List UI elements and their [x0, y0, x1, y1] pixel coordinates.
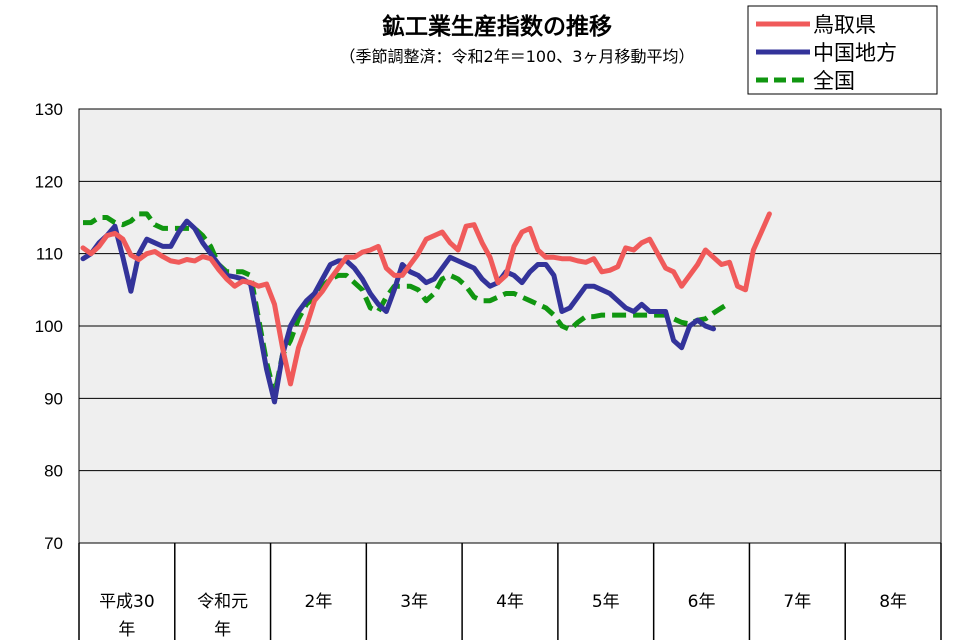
x-category-label: 平成30	[99, 592, 155, 612]
series-line	[83, 211, 731, 398]
y-tick-label: 120	[35, 172, 63, 191]
y-tick-label: 80	[44, 462, 63, 481]
chart-subtitle: （季節調整済：令和2年＝100、3ヶ月移動平均）	[340, 47, 695, 66]
x-category-label: 7年	[783, 592, 811, 612]
y-tick-label: 100	[35, 317, 63, 336]
x-category-label: 6年	[688, 592, 716, 612]
x-category-label: 年	[118, 620, 135, 640]
x-category-label: 年	[214, 620, 231, 640]
y-tick-label: 70	[44, 534, 63, 553]
legend-label: 全国	[813, 69, 855, 93]
y-tick-label: 90	[44, 389, 63, 408]
series-line	[80, 211, 772, 387]
grid-lines	[79, 180, 941, 472]
x-category-label: 令和元	[197, 592, 248, 612]
series-lines	[80, 211, 772, 405]
y-tick-label: 110	[36, 245, 63, 264]
legend-label: 中国地方	[813, 41, 897, 65]
x-category-label: 5年	[592, 592, 620, 612]
y-axis: 70 80 90 100 110 120 130	[35, 100, 63, 553]
y-tick-label: 130	[35, 100, 63, 119]
x-category-label: 3年	[400, 592, 428, 612]
x-category-label: 8年	[879, 592, 907, 612]
x-category-label: 2年	[305, 592, 333, 612]
x-category-label: 4年	[496, 592, 524, 612]
chart-title: 鉱工業生産指数の推移	[382, 13, 612, 40]
legend-label: 鳥取県	[813, 13, 876, 37]
